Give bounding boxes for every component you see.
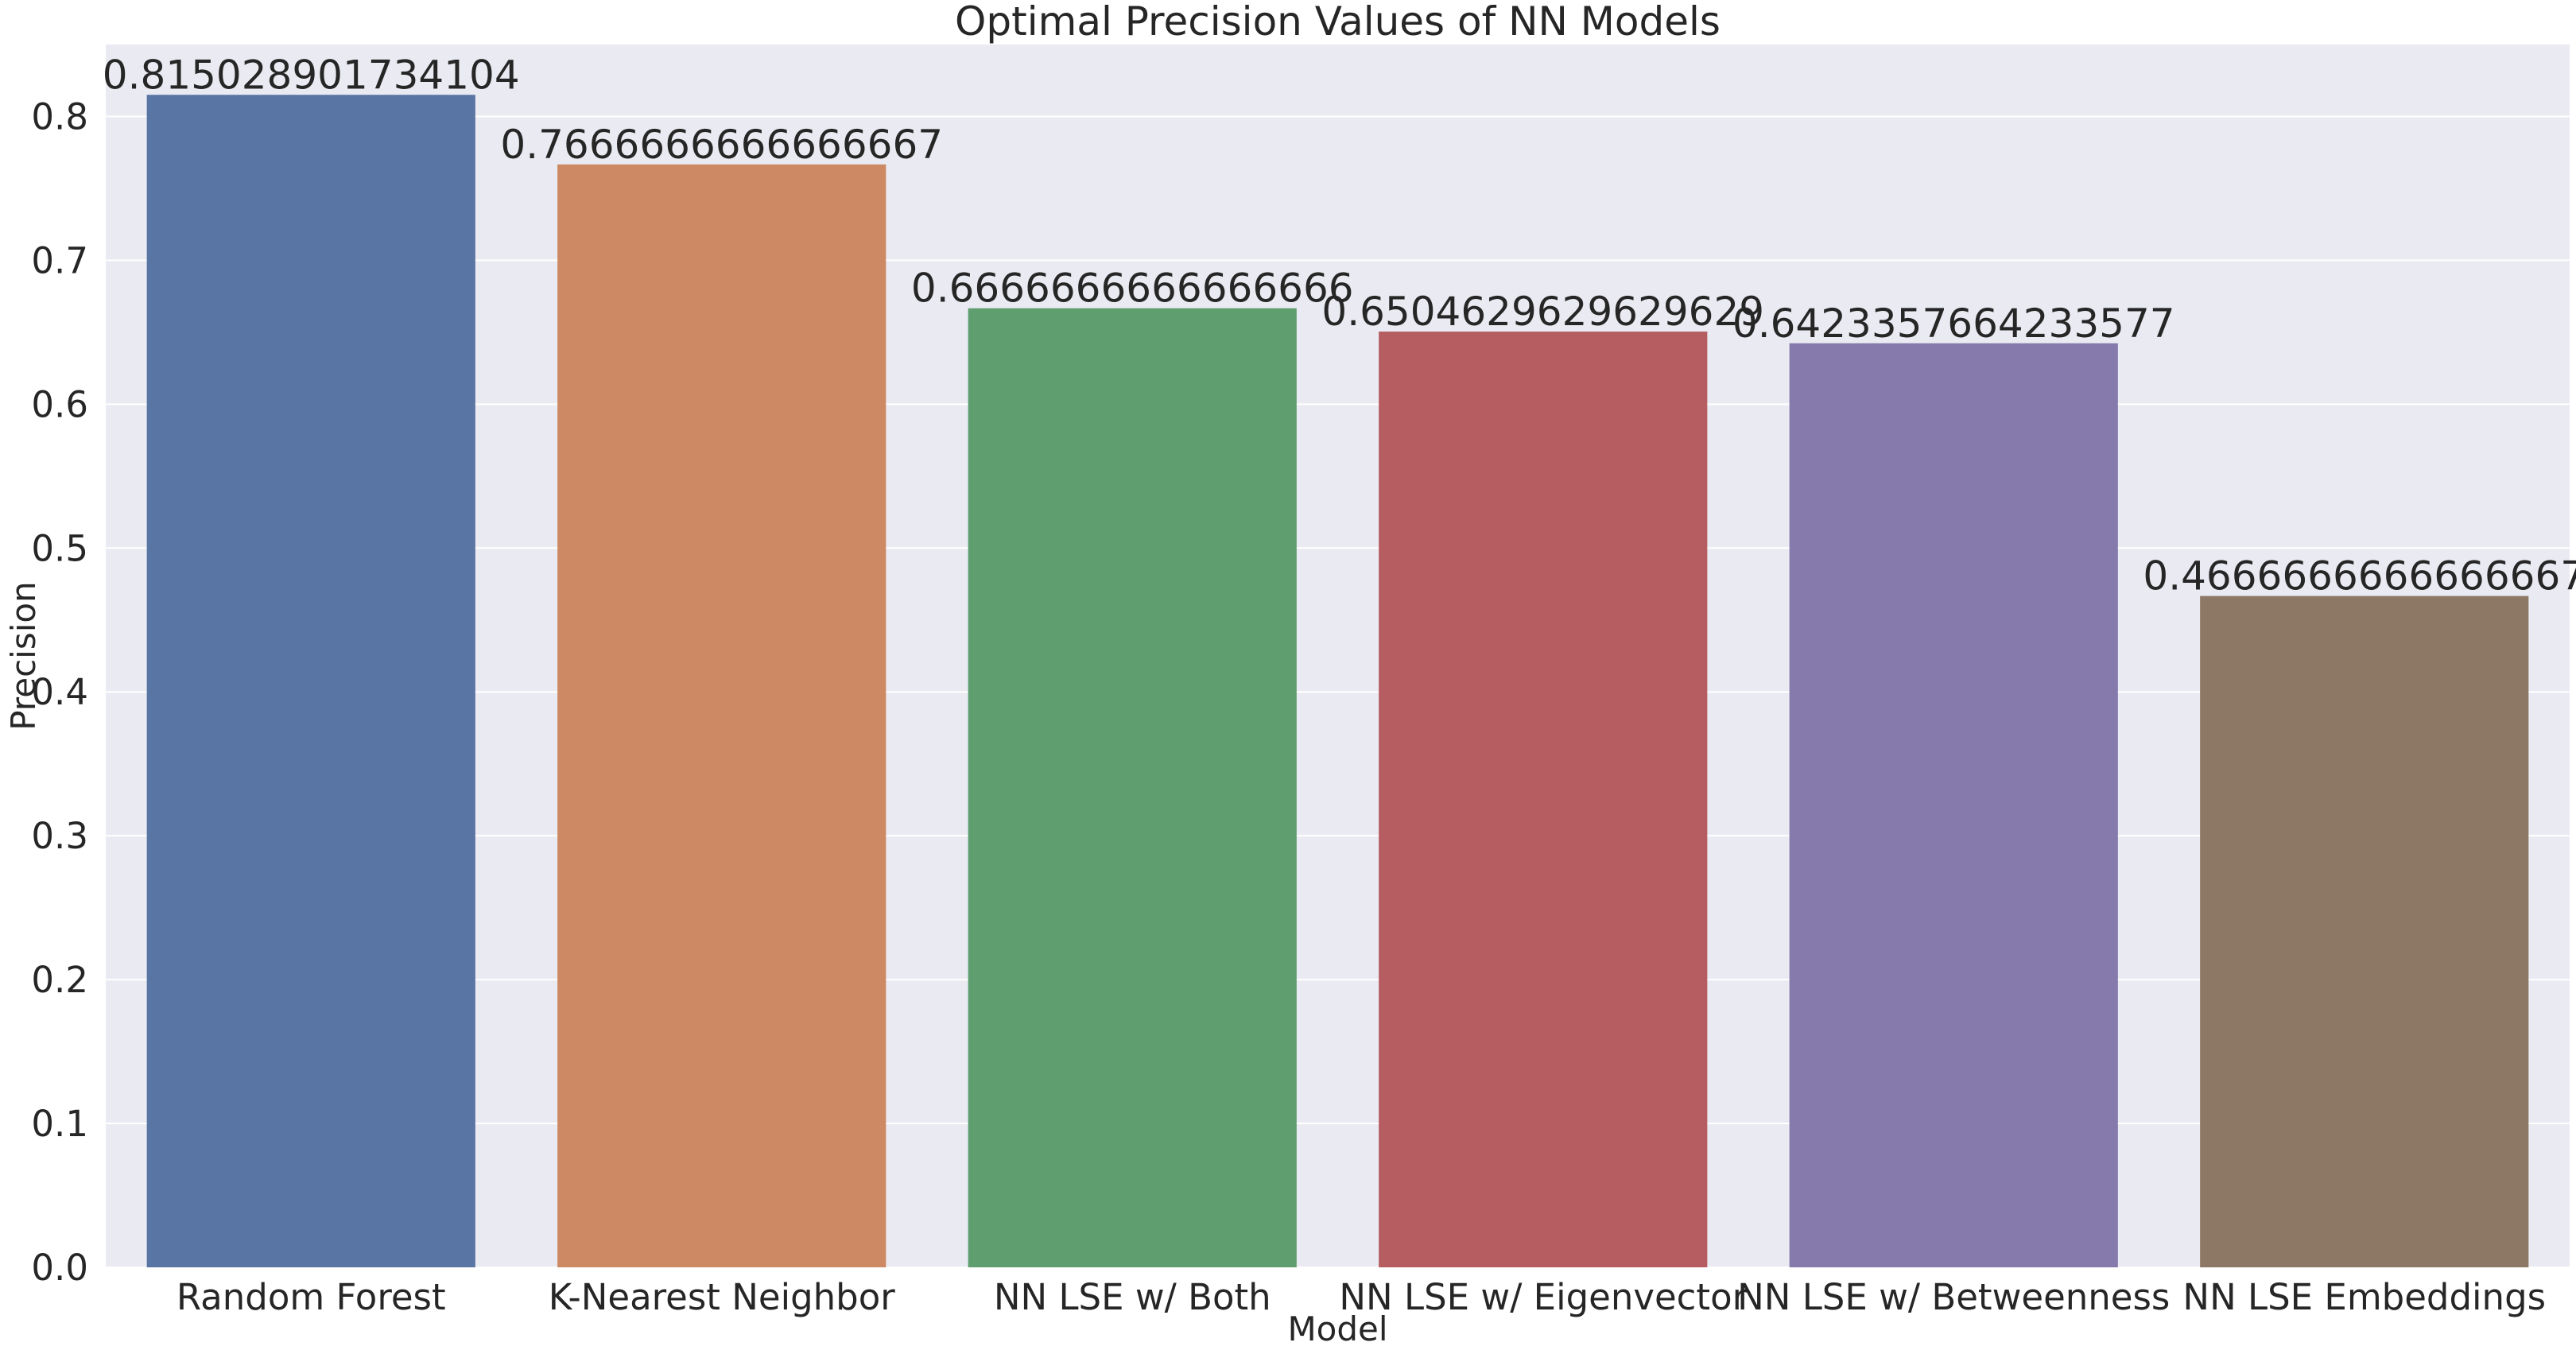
y-tick-label: 0.2: [31, 959, 88, 1001]
bar-value-label: 0.4666666666666667: [2143, 553, 2576, 599]
x-axis-ticks: Random Forest K-Nearest Neighbor NN LSE w/…: [177, 1276, 2546, 1318]
bars: [146, 95, 2529, 1268]
plot-area: [106, 45, 2570, 1267]
x-tick-label: NN LSE Embeddings: [2182, 1276, 2546, 1318]
y-tick-label: 0.4: [31, 671, 88, 713]
y-tick-label: 0.6: [31, 383, 88, 425]
bar: [1789, 343, 2118, 1267]
gridlines: [106, 115, 2570, 1268]
y-tick-label: 0.8: [31, 95, 88, 138]
x-axis-label: Model: [1287, 1309, 1387, 1348]
bar: [1379, 332, 1708, 1267]
bar: [968, 308, 1297, 1268]
y-tick-label: 0.3: [31, 815, 88, 857]
x-tick-label: Random Forest: [177, 1276, 446, 1318]
y-tick-label: 0.7: [31, 239, 88, 281]
bar: [557, 164, 886, 1268]
x-tick-label: NN LSE w/ Betweenness: [1737, 1276, 2170, 1318]
bar-value-label: 0.7666666666666667: [500, 122, 943, 168]
bar: [2200, 596, 2529, 1267]
y-tick-label: 0.5: [31, 527, 88, 569]
y-tick-label: 0.1: [31, 1103, 88, 1145]
bar: [146, 95, 475, 1268]
x-tick-label: NN LSE w/ Both: [994, 1276, 1271, 1318]
bar-value-label: 0.6423357664233577: [1732, 301, 2175, 347]
bar-value-label: 0.815028901734104: [103, 52, 520, 98]
x-tick-label: NN LSE w/ Eigenvector: [1339, 1276, 1747, 1318]
x-tick-label: K-Nearest Neighbor: [549, 1276, 896, 1318]
y-axis-ticks: 0.0 0.1 0.2 0.3 0.4 0.5 0.6 0.7 0.8: [31, 95, 88, 1289]
bar-value-label: 0.6666666666666666: [911, 266, 1354, 312]
y-axis-label: Precision: [4, 581, 43, 730]
chart-title: Optimal Precision Values of NN Models: [955, 0, 1721, 45]
data-labels: 0.815028901734104 0.7666666666666667 0.666…: [103, 52, 2576, 599]
bar-value-label: 0.6504629629629629: [1321, 289, 1764, 335]
y-tick-label: 0.0: [31, 1247, 88, 1289]
